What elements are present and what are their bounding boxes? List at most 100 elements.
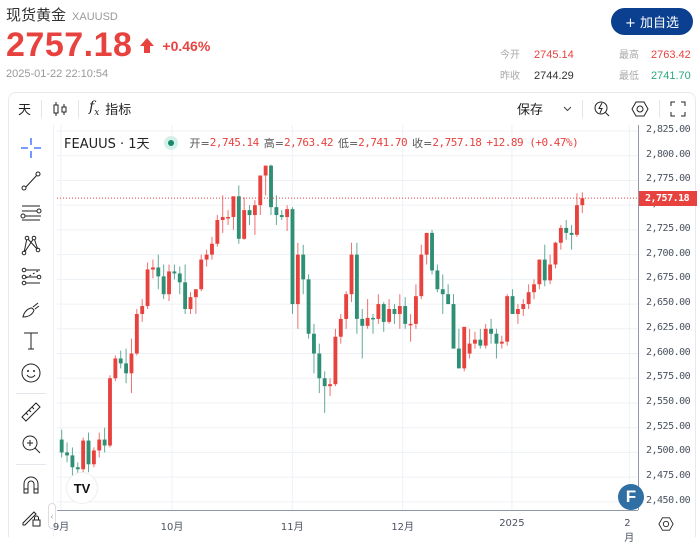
candle-body [226,217,231,219]
candle-body [97,439,102,451]
candle-body [269,165,273,208]
candle-body [505,296,510,342]
crosshair-tool[interactable] [18,135,44,161]
indicators-button[interactable]: fx 指标 [79,92,141,125]
price-tick-label: 2,600.00 [646,346,691,358]
candle-body [446,294,451,305]
indicators-label: 指标 [105,103,132,118]
candle-body [231,196,236,218]
candle-body [156,267,161,277]
candle-body [236,196,241,239]
legend-open: 2,745.14 [209,136,259,149]
candle-body [102,439,107,446]
candle-body [462,326,467,369]
candle-body [285,209,290,218]
lock-drawings-tool[interactable] [18,504,44,530]
candle-body [510,296,515,314]
candle-body [301,254,306,280]
candle-body [167,271,171,295]
price-tick-label: 2,550.00 [646,395,691,407]
candlestick-icon [53,101,67,116]
candle-body [537,259,542,285]
text-icon [24,332,38,350]
candle-body [59,439,64,453]
candle-body [247,210,252,216]
candle-body [430,232,434,271]
candle-body [338,318,343,337]
candle-body [118,358,123,364]
time-axis[interactable]: 9月 10月 11月 12月 2025 2月 [53,510,638,544]
candle-body [295,254,300,305]
price-axis[interactable]: 2,825.002,800.002,775.002,750.002,725.00… [638,124,697,510]
candle-body [317,353,322,379]
save-dropdown[interactable] [549,92,582,125]
instrument-symbol: XAUUSD [72,11,118,23]
time-tick-label: 2月 [624,518,635,544]
save-button[interactable]: 保存 [507,92,549,125]
candle-body [161,276,166,295]
magnet-icon [23,476,39,494]
candle-body [306,279,311,334]
candle-body [548,264,553,281]
stat-high: 最高 2763.42 [619,46,691,61]
quick-search-button[interactable] [583,92,621,125]
candle-body [403,306,408,324]
candle-body [580,198,585,206]
candle-body [204,254,209,260]
f-badge-icon[interactable]: F [618,484,644,510]
chart-toolbar: 天 fx 指标 保存 [8,92,696,125]
ruler-icon [21,402,41,422]
chart-plot-area[interactable] [57,125,638,510]
candle-body [413,296,418,324]
brush-tool[interactable] [18,296,44,322]
candle-body [515,309,520,314]
candle-body [478,339,483,346]
settings-button[interactable] [621,92,659,125]
measure-tool[interactable] [18,399,44,425]
time-tick-label: 12月 [391,522,415,533]
title-row: 现货黄金 XAUUSD [6,4,118,25]
pattern-tool[interactable] [18,232,44,258]
fibonacci-tool[interactable] [18,264,44,290]
stat-high-value: 2763.42 [651,49,691,61]
save-label: 保存 [516,103,543,118]
candle-body [91,450,96,465]
zoom-tool[interactable] [18,431,44,457]
stat-low: 最低 2741.70 [619,67,691,82]
price-tick-label: 2,775.00 [646,173,691,185]
add-watchlist-button[interactable]: + 加自选 [611,8,693,35]
price-tick-label: 2,700.00 [646,247,691,259]
horizontal-lines-tool[interactable] [18,200,44,226]
gear-icon [631,101,649,116]
emoji-tool[interactable] [18,360,44,386]
trendline-tool[interactable] [18,168,44,194]
fullscreen-icon [670,101,686,116]
candle-body [397,306,402,314]
candlestick-series [57,125,638,510]
candle-body [553,242,558,265]
magnet-tool[interactable] [18,472,44,498]
candle-body [193,289,198,298]
trendline-icon [21,171,41,191]
axis-settings-button[interactable] [655,514,677,534]
candle-body [75,467,80,470]
candle-body [215,220,220,244]
price-tick-label: 2,725.00 [646,222,691,234]
candle-body [494,333,499,344]
fullscreen-button[interactable] [660,92,696,125]
tradingview-logo[interactable]: TV [67,473,97,503]
text-tool[interactable] [18,328,44,354]
candle-body [328,384,332,387]
zoom-in-icon [22,435,41,454]
candle-body [387,309,392,322]
collapse-toolbar-button[interactable]: ‹ [48,503,56,529]
fx-icon: fx [89,99,100,118]
change-percent: +0.46% [162,37,211,54]
interval-selector[interactable]: 天 [18,103,32,118]
last-price-label: 2,757.18 [639,191,697,207]
candle-body [575,205,579,235]
pencil-lock-icon [22,511,41,527]
chart-type-button[interactable] [42,92,78,125]
candle-body [408,323,413,326]
price-tick-label: 2,825.00 [646,124,691,135]
